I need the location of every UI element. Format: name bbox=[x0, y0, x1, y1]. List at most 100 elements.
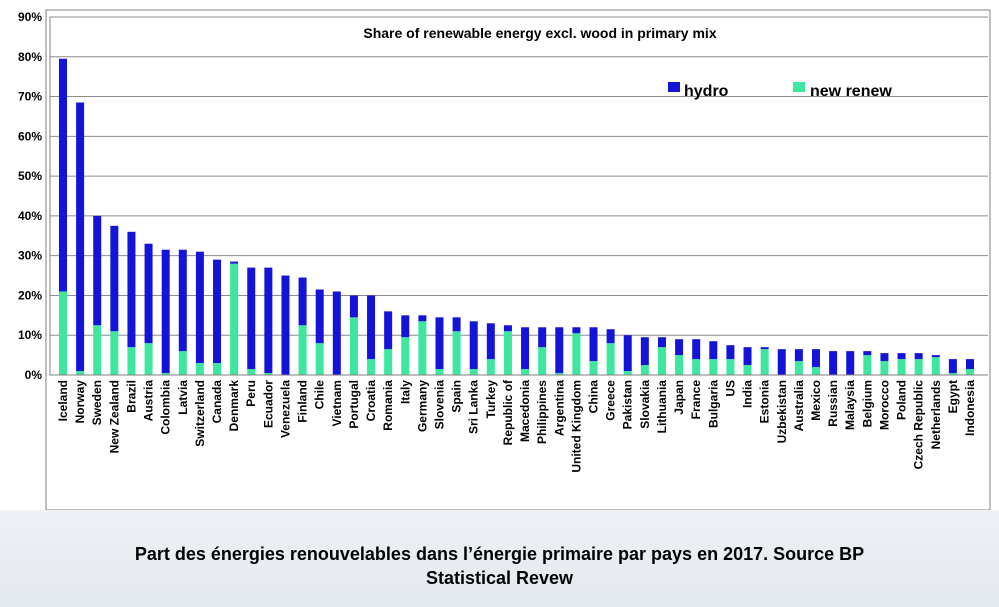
bar-hydro bbox=[435, 317, 444, 370]
x-category-label: Denmark bbox=[227, 380, 241, 432]
x-category-label: India bbox=[741, 380, 755, 408]
bar-hydro bbox=[538, 327, 547, 348]
x-category-label: Slovenia bbox=[432, 380, 446, 430]
bar-hydro bbox=[264, 267, 273, 374]
bar-hydro bbox=[247, 267, 256, 370]
bar-new-renew bbox=[794, 361, 803, 375]
bar-new-renew bbox=[897, 359, 906, 375]
y-tick-label: 10% bbox=[18, 328, 42, 342]
bar-new-renew bbox=[76, 371, 85, 375]
y-tick-label: 40% bbox=[18, 209, 42, 223]
x-category-label: Greece bbox=[604, 380, 618, 421]
bar-hydro bbox=[606, 329, 615, 344]
x-category-label: Austria bbox=[142, 380, 156, 422]
x-category-label: China bbox=[587, 380, 601, 414]
bar-new-renew bbox=[521, 369, 530, 375]
x-category-label: Peru bbox=[244, 380, 258, 407]
bar-new-renew bbox=[640, 365, 649, 375]
bar-hydro bbox=[521, 327, 530, 370]
bar-hydro bbox=[743, 347, 752, 366]
x-category-label: Poland bbox=[895, 380, 909, 420]
bar-hydro bbox=[144, 243, 153, 344]
x-category-label: Latvia bbox=[176, 380, 190, 415]
gridlines bbox=[50, 16, 988, 336]
bar-new-renew bbox=[264, 373, 273, 375]
bar-new-renew bbox=[760, 349, 769, 375]
bar-hydro bbox=[298, 277, 307, 326]
bar-new-renew bbox=[213, 363, 222, 375]
y-tick-label: 60% bbox=[18, 129, 42, 143]
x-category-label: Uzbekistan bbox=[775, 380, 789, 443]
bar-hydro bbox=[469, 321, 478, 370]
x-category-label: Brazil bbox=[124, 380, 138, 413]
y-tick-label: 90% bbox=[18, 10, 42, 24]
bar-hydro bbox=[709, 341, 718, 360]
bar-new-renew bbox=[692, 359, 701, 375]
bar-hydro bbox=[110, 225, 119, 332]
bar-hydro bbox=[281, 275, 290, 375]
x-category-label: Norway bbox=[73, 380, 87, 424]
stacked-bar-chart: 0% 10% 20% 30% 40% 50% 60% 70% 80% 90% Iceland Nor… bbox=[18, 9, 991, 510]
bar-new-renew bbox=[606, 343, 615, 375]
legend-label-hydro: hydro bbox=[684, 83, 729, 100]
bar-hydro bbox=[811, 349, 820, 368]
bar-new-renew bbox=[675, 355, 684, 375]
x-category-label: Romania bbox=[381, 380, 395, 431]
bar-new-renew bbox=[709, 359, 718, 375]
y-tick-label: 80% bbox=[18, 50, 42, 64]
bar-hydro bbox=[384, 311, 393, 350]
bar-hydro bbox=[349, 295, 358, 318]
bar-hydro bbox=[897, 353, 906, 360]
x-category-label: Czech Republic bbox=[912, 380, 926, 470]
bar-new-renew bbox=[195, 363, 204, 375]
bar-new-renew bbox=[298, 325, 307, 375]
x-axis-category-labels: Iceland Norway Sweden New Zealand Brazil Aust… bbox=[56, 379, 977, 473]
caption-line-1: Part des énergies renouvelables dans l’é… bbox=[134, 544, 865, 564]
x-category-label: Venezuela bbox=[278, 380, 292, 438]
bar-new-renew bbox=[127, 347, 136, 375]
x-category-label: Turkey bbox=[484, 380, 498, 419]
bar-hydro bbox=[367, 295, 376, 360]
x-category-label: Ecuador bbox=[261, 380, 275, 428]
x-category-label: Croatia bbox=[364, 380, 378, 422]
bar-new-renew bbox=[93, 325, 102, 375]
bar-hydro bbox=[760, 347, 769, 350]
legend-swatch-new-renew bbox=[793, 82, 805, 92]
bar-new-renew bbox=[948, 373, 957, 375]
bar-new-renew bbox=[247, 369, 256, 375]
bar-hydro bbox=[93, 215, 102, 326]
bar-new-renew bbox=[503, 331, 512, 375]
x-category-label: Belgium bbox=[860, 380, 874, 427]
x-category-label: Switzerland bbox=[193, 380, 207, 447]
bar-new-renew bbox=[367, 359, 376, 375]
bar-hydro bbox=[452, 317, 461, 332]
bar-hydro bbox=[76, 102, 85, 372]
x-category-label: Netherlands bbox=[929, 380, 943, 450]
bar-hydro bbox=[332, 291, 341, 375]
bar-new-renew bbox=[863, 355, 872, 375]
x-category-label: Argentina bbox=[552, 380, 566, 436]
bar-hydro bbox=[589, 327, 598, 362]
x-category-label: Finland bbox=[296, 380, 310, 423]
bar-hydro bbox=[726, 345, 735, 360]
bar-hydro bbox=[948, 359, 957, 374]
x-category-label: Indonesia bbox=[963, 380, 977, 436]
bar-hydro bbox=[657, 337, 666, 348]
bar-new-renew bbox=[59, 291, 67, 375]
x-category-label: Iceland bbox=[56, 380, 70, 421]
x-category-label: Bulgaria bbox=[706, 380, 720, 428]
x-category-label: New Zealand bbox=[107, 380, 121, 453]
x-category-label: Philippines bbox=[535, 380, 549, 444]
bar-hydro bbox=[59, 58, 67, 292]
x-category-label: Sri Lanka bbox=[467, 380, 481, 434]
bar-new-renew bbox=[914, 359, 923, 375]
chart-title: Share of renewable energy excl. wood in … bbox=[363, 25, 716, 41]
bar-hydro bbox=[230, 261, 239, 264]
x-category-label: Canada bbox=[210, 380, 224, 424]
x-category-label: United Kingdom bbox=[569, 380, 583, 473]
bar-new-renew bbox=[144, 343, 153, 375]
bar-new-renew bbox=[811, 367, 820, 375]
y-tick-label: 30% bbox=[18, 249, 42, 263]
bar-hydro bbox=[486, 323, 495, 360]
bar-new-renew bbox=[555, 373, 564, 375]
